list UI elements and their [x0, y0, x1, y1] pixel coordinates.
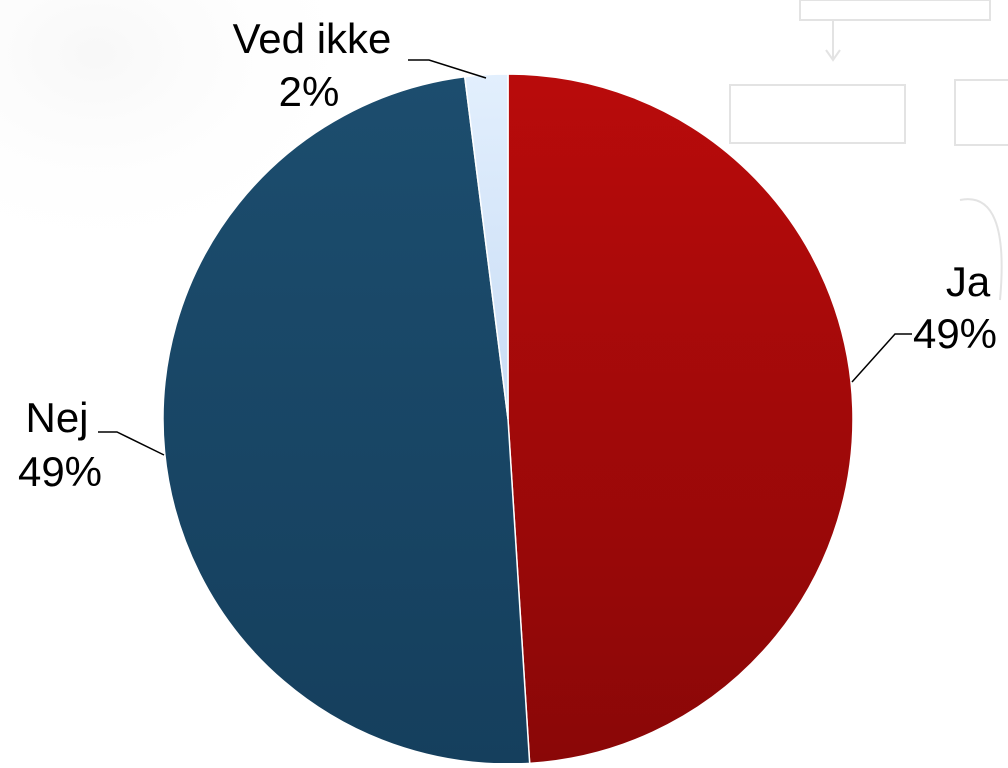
leader-line-ja: [851, 333, 912, 383]
pie-slice-nej: [162, 75, 531, 765]
slice-label-name: Ved ikke: [233, 15, 392, 62]
sketch-curve: [959, 198, 1003, 301]
slice-label-percent: 49%: [18, 448, 102, 495]
leader-lines: [98, 59, 912, 456]
slice-label-percent: 2%: [279, 68, 340, 115]
slice-label-name: Nej: [25, 394, 88, 441]
pie-slices: [162, 73, 854, 765]
sketch-box-left: [729, 84, 906, 144]
leader-line-nej: [98, 431, 165, 456]
slice-label-name: Ja: [946, 258, 991, 305]
leader-line-ved-ikke: [408, 59, 487, 79]
sketch-box-top: [799, 0, 991, 21]
sketch-box-right: [954, 79, 1008, 146]
pie-slice-ja: [507, 73, 854, 765]
sketch-arrow-head: [825, 49, 841, 62]
slice-label-percent: 49%: [913, 310, 997, 357]
slice-labels: Ja 49% Nej 49% Ved ikke 2%: [18, 15, 997, 495]
pie-slice-ved-ikke: [463, 73, 509, 420]
